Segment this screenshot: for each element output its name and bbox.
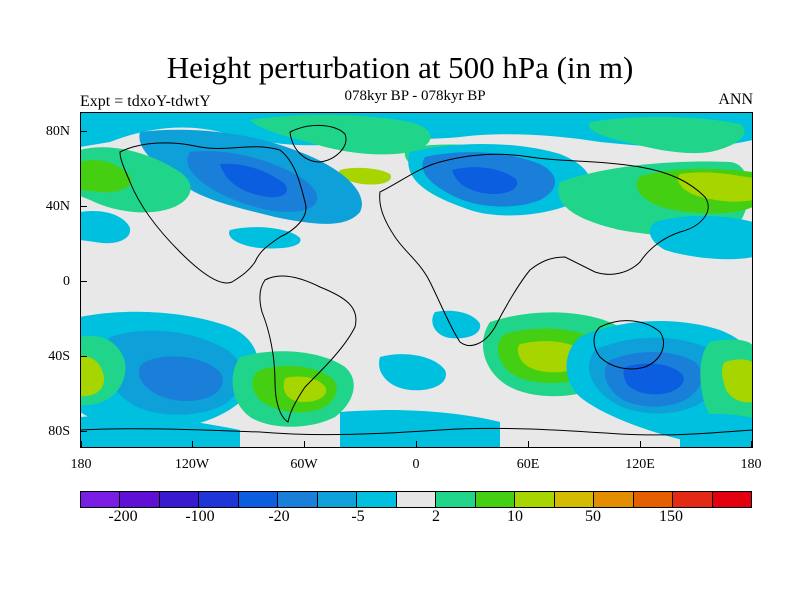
colorbar-box xyxy=(317,492,358,507)
coastline-africa-eurasia xyxy=(379,153,709,346)
anomaly-region xyxy=(138,356,223,402)
anomaly-region xyxy=(680,414,753,448)
y-tick-label: 80N xyxy=(45,124,70,139)
experiment-label: Expt = tdxoY-tdwtY xyxy=(80,93,211,110)
x-tick xyxy=(640,441,641,447)
anomaly-region xyxy=(589,116,745,154)
anomaly-region xyxy=(432,310,481,339)
anomaly-region xyxy=(80,356,105,397)
colorbar-box xyxy=(554,492,595,507)
colorbar-label: 50 xyxy=(585,508,601,525)
colorbar-box xyxy=(712,492,751,507)
anomaly-region xyxy=(623,363,684,395)
coastline-greenland xyxy=(289,125,347,163)
anomaly-region xyxy=(80,159,132,193)
colorbar-label: -20 xyxy=(268,508,290,525)
x-tick xyxy=(528,441,529,447)
y-tick xyxy=(81,431,87,432)
x-tick-label: 180 xyxy=(740,457,762,472)
colorbar-box xyxy=(396,492,437,507)
anomaly-region xyxy=(80,210,131,244)
colorbar-box xyxy=(633,492,674,507)
x-tick xyxy=(192,441,193,447)
colorbar-box xyxy=(199,492,239,507)
x-tick-label: 0 xyxy=(412,457,420,472)
anomaly-region xyxy=(721,359,753,403)
colorbar-box xyxy=(436,492,476,507)
colorbar-box xyxy=(278,492,318,507)
y-tick-label: 40S xyxy=(48,349,70,364)
x-tick-label: 60W xyxy=(290,457,318,472)
anomaly-region xyxy=(338,167,391,185)
coastlines xyxy=(80,125,753,436)
y-tick xyxy=(81,131,87,132)
colorbar-box xyxy=(673,492,713,507)
colorbar-box xyxy=(159,492,200,507)
anomaly-region xyxy=(283,376,327,402)
colorbar-box xyxy=(515,492,555,507)
y-tick-label: 80S xyxy=(48,424,70,439)
anomaly-fields xyxy=(80,112,753,448)
anomaly-region xyxy=(678,172,753,202)
colorbar-label: 10 xyxy=(507,508,523,525)
coastline-australia xyxy=(593,320,664,370)
colorbar-box xyxy=(594,492,634,507)
colorbar-box xyxy=(238,492,279,507)
colorbar-label: -100 xyxy=(185,508,215,525)
x-tick-label: 120E xyxy=(625,457,655,472)
x-tick xyxy=(751,441,752,447)
colorbar-box xyxy=(120,492,160,507)
map-title: Height perturbation at 500 hPa (in m) xyxy=(166,50,634,85)
x-tick-label: 120W xyxy=(174,457,210,472)
x-tick-label: 60E xyxy=(516,457,540,472)
anomaly-region xyxy=(649,215,753,260)
anomaly-region xyxy=(229,227,301,249)
anomaly-region xyxy=(250,114,431,155)
colorbar-box xyxy=(475,492,516,507)
colorbar xyxy=(80,491,752,508)
coastline-north-america xyxy=(119,142,307,284)
height-perturbation-map xyxy=(80,112,753,448)
colorbar-label: 2 xyxy=(432,508,440,525)
coastline-antarctica xyxy=(80,427,753,436)
x-tick xyxy=(416,441,417,447)
y-tick-label: 40N xyxy=(45,199,70,214)
coastline-south-america xyxy=(259,275,357,423)
colorbar-box xyxy=(81,492,121,507)
anomaly-region xyxy=(452,167,518,194)
anomaly-region xyxy=(340,410,500,448)
colorbar-label: 150 xyxy=(659,508,683,525)
anomaly-region xyxy=(379,354,446,391)
y-tick xyxy=(81,356,87,357)
x-tick xyxy=(304,441,305,447)
y-tick xyxy=(81,281,87,282)
map-svg xyxy=(80,112,753,448)
x-tick-label: 180 xyxy=(70,457,92,472)
colorbar-box xyxy=(357,492,397,507)
colorbar-label: -200 xyxy=(108,508,138,525)
x-tick xyxy=(81,441,82,447)
y-tick xyxy=(81,206,87,207)
y-tick-label: 0 xyxy=(63,274,70,289)
anomaly-region xyxy=(80,415,240,448)
anomaly-region xyxy=(220,163,288,198)
map-subtitle: 078kyr BP - 078kyr BP xyxy=(344,88,486,104)
colorbar-label: -5 xyxy=(351,508,365,525)
season-label: ANN xyxy=(718,91,753,108)
